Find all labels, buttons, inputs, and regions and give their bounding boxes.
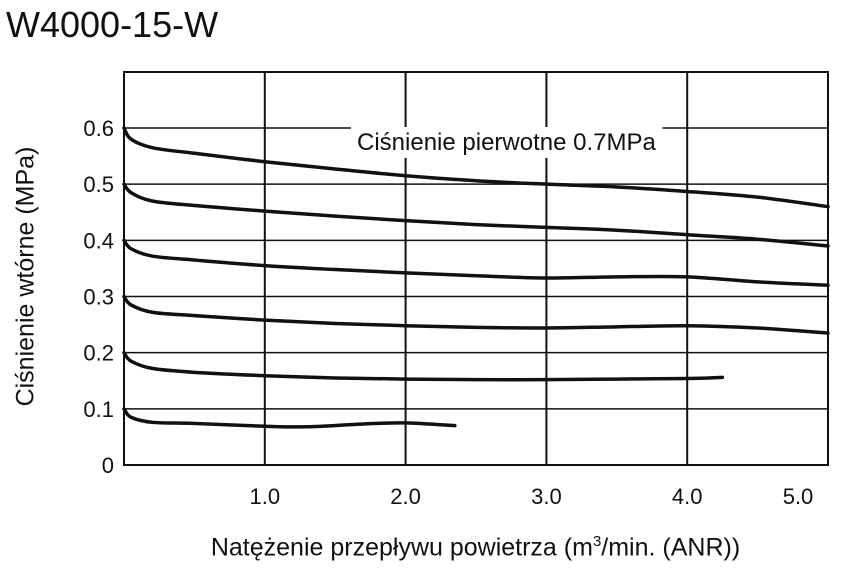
series-line-2: [122, 182, 830, 248]
y-tick-label: 0.4: [83, 228, 114, 253]
annotation-background: [351, 127, 663, 158]
x-tick-label: 3.0: [531, 484, 562, 509]
plot-frame: [123, 71, 829, 466]
y-tick-label: 0.6: [83, 116, 114, 141]
y-tick-label: 0: [102, 453, 114, 478]
series-line-6: [122, 407, 457, 429]
y-tick-label: 0.2: [83, 341, 114, 366]
x-tick-label: 4.0: [672, 484, 703, 509]
series-line-4: [122, 294, 830, 335]
y-axis-label: Ciśnienie wtórne (MPa): [11, 146, 40, 407]
series-line-1: [122, 126, 830, 209]
x-axis-label-main: Natężenie przepływu powietrza (m: [210, 533, 593, 562]
y-axis-ticks: 0 0.1 0.2 0.3 0.4 0.5 0.6: [83, 116, 114, 478]
x-axis-ticks: 1.0 2.0 3.0 4.0 5.0: [250, 484, 814, 509]
x-tick-label: 5.0: [783, 484, 814, 509]
y-tick-label: 0.5: [83, 172, 114, 197]
series-line-3: [122, 238, 830, 288]
x-axis-label: Natężenie przepływu powietrza (m3/min. (…: [0, 533, 851, 562]
x-tick-label: 2.0: [390, 484, 421, 509]
y-tick-label: 0.1: [83, 397, 114, 422]
series-lines: [122, 126, 830, 429]
x-tick-label: 1.0: [250, 484, 281, 509]
chart-title: W4000-15-W: [6, 4, 219, 45]
x-axis-label-tail: /min. (ANR)): [601, 533, 741, 562]
x-axis-label-superscript: 3: [592, 533, 602, 550]
y-tick-label: 0.3: [83, 285, 114, 310]
series-line-5: [122, 350, 725, 382]
annotation-label: Ciśnienie pierwotne 0.7MPa: [357, 129, 656, 156]
